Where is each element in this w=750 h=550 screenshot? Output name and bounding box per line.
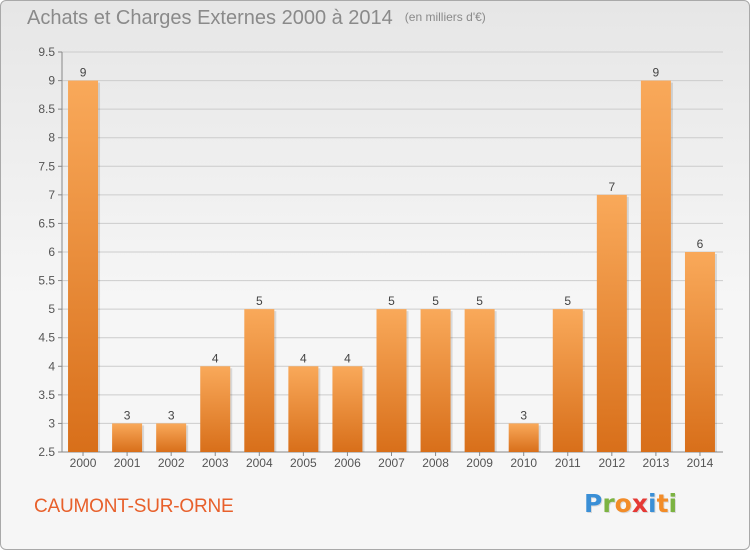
logo-letter: t [656, 489, 669, 518]
bar [200, 366, 231, 452]
x-tick-label: 2011 [555, 456, 581, 470]
x-tick-label: 2012 [598, 456, 625, 470]
y-tick-label: 4 [48, 359, 55, 373]
bar-value-label: 6 [697, 237, 704, 251]
x-tick-label: 2005 [290, 456, 317, 470]
logo-letter: i [648, 489, 657, 518]
bar-value-label: 7 [608, 180, 615, 194]
bar-value-label: 5 [564, 294, 571, 308]
bar [420, 309, 451, 452]
y-tick-label: 7 [48, 188, 55, 202]
bar [552, 309, 583, 452]
x-tick-label: 2003 [202, 456, 229, 470]
bar-value-label: 4 [300, 351, 307, 365]
bar [508, 423, 539, 452]
y-tick-label: 8.5 [38, 102, 55, 116]
y-tick-label: 6 [48, 245, 55, 259]
logo-letter: r [602, 489, 615, 518]
bar [376, 309, 407, 452]
x-tick-label: 2007 [378, 456, 405, 470]
y-tick-label: 3.5 [38, 388, 55, 402]
logo-letter: o [614, 489, 632, 518]
commune-name: CAUMONT-SUR-ORNE [34, 496, 234, 517]
x-tick-label: 2010 [510, 456, 537, 470]
bar [684, 252, 715, 452]
x-tick-label: 2009 [466, 456, 493, 470]
chart-unit: (en milliers d'€) [404, 10, 486, 24]
bar [244, 309, 275, 452]
bar-value-label: 5 [476, 294, 483, 308]
proxiti-logo: Proxiti [584, 489, 677, 518]
y-tick-label: 3 [48, 416, 55, 430]
y-tick-label: 5 [48, 302, 55, 316]
chart-title: Achats et Charges Externes 2000 à 2014 (e… [27, 7, 486, 30]
y-tick-label: 6.5 [38, 216, 55, 230]
x-tick-label: 2008 [422, 456, 449, 470]
bars [68, 80, 717, 453]
x-tick-label: 2006 [334, 456, 361, 470]
bar [288, 366, 319, 452]
x-tick-label: 2004 [246, 456, 273, 470]
bar-value-label: 9 [653, 66, 660, 80]
bar-value-label: 4 [344, 351, 351, 365]
logo-letter: i [668, 489, 678, 518]
bar-value-label: 3 [520, 408, 527, 422]
y-tick-label: 7.5 [38, 159, 55, 173]
logo-letter: P [584, 489, 603, 518]
bar-value-label: 5 [432, 294, 439, 308]
bar [156, 423, 187, 452]
logo-letter: x [631, 489, 648, 518]
bar [68, 80, 99, 453]
bar [332, 366, 363, 452]
y-tick-label: 9 [48, 74, 55, 88]
x-tick-label: 2000 [70, 456, 97, 470]
x-tick-label: 2002 [158, 456, 185, 470]
bar [112, 423, 143, 452]
x-tick-label: 2001 [114, 456, 141, 470]
y-tick-label: 4.5 [38, 331, 55, 345]
y-tick-label: 2.5 [38, 445, 55, 459]
bar-value-label: 5 [256, 294, 263, 308]
y-tick-label: 9.5 [38, 45, 55, 59]
chart-title-text: Achats et Charges Externes 2000 à 2014 [27, 7, 393, 29]
bar [640, 80, 671, 453]
labels: 2.5 3 3.5 4 4.5 5 5.5 6 6.5 7 7.5 8 8.5 9 9.5 9 2000 3 200… [38, 45, 713, 470]
bar-value-label: 5 [388, 294, 395, 308]
bar-value-label: 9 [80, 66, 87, 80]
x-tick-label: 2013 [643, 456, 670, 470]
y-tick-label: 8 [48, 131, 55, 145]
bar-value-label: 4 [212, 351, 219, 365]
bar [596, 194, 627, 452]
bar-value-label: 3 [124, 408, 131, 422]
bar [464, 309, 495, 452]
bar-value-label: 3 [168, 408, 175, 422]
y-tick-label: 5.5 [38, 274, 55, 288]
x-tick-label: 2014 [687, 456, 714, 470]
